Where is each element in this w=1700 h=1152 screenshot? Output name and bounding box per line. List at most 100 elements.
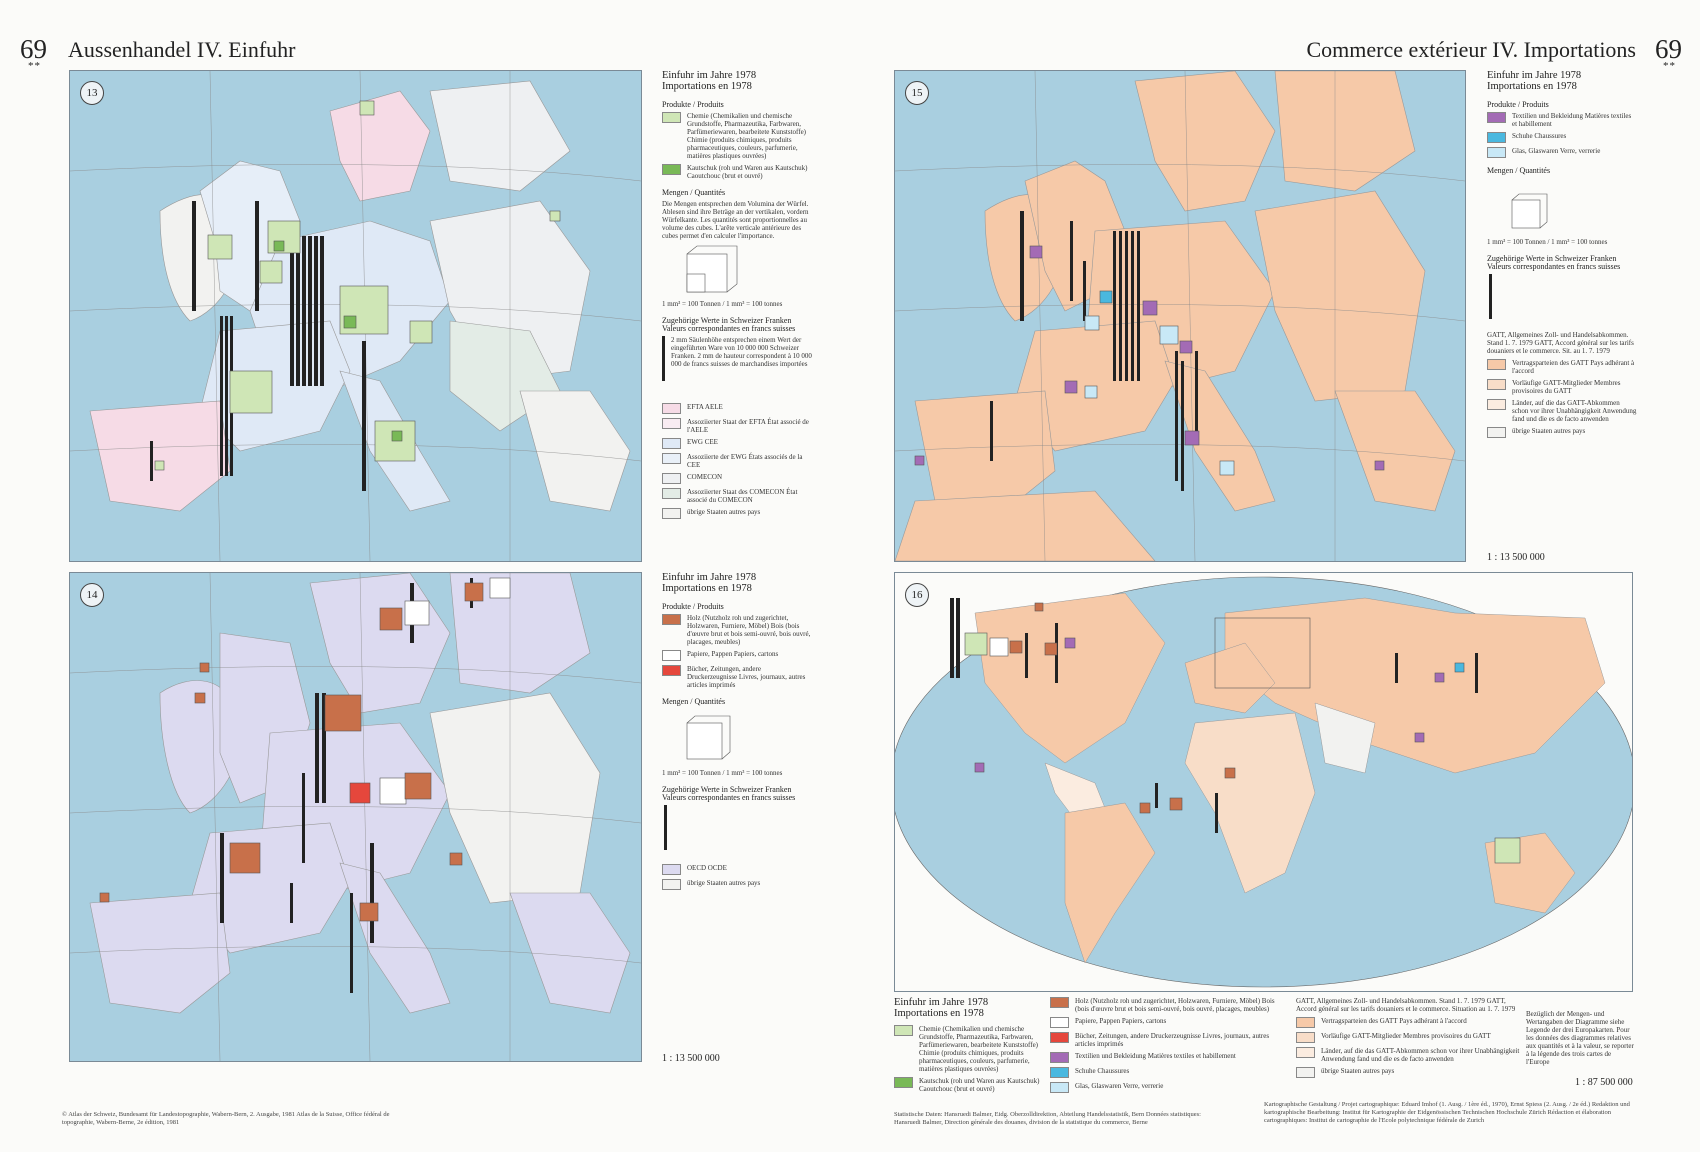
legend-14-title-fr: Importations en 1978 <box>662 583 752 594</box>
legend-15: Einfuhr im Jahre 1978 Importations en 19… <box>1487 70 1637 442</box>
swatch-16-rubber <box>894 1077 913 1088</box>
legend-13-qty-head: Mengen / Quantités <box>662 188 726 197</box>
swatch-16-textiles <box>1050 1052 1069 1063</box>
label-16-gatt: Vertragsparteien des GATT Pays adhérant … <box>1321 1017 1467 1025</box>
legend-14-qty-head: Mengen / Quantités <box>662 697 726 706</box>
right-page-number: 69 <box>1655 34 1682 64</box>
legend-16-group-gatt-defacto: Länder, auf die das GATT-Abkommen schon … <box>1296 1047 1521 1063</box>
right-page-stars: ** <box>1663 60 1676 72</box>
legend-15-cube-figure <box>1511 193 1548 229</box>
legend-16-item-paper: Papiere, Pappen Papiers, cartons <box>1050 1017 1290 1028</box>
swatch-books <box>662 665 681 676</box>
legend-13-group-comecon: COMECON <box>662 473 812 484</box>
swatch-others-14 <box>662 879 681 890</box>
legend-15-qty-head: Mengen / Quantités <box>1487 166 1551 175</box>
swatch-ewg <box>662 438 681 449</box>
scale-left: 1 : 13 500 000 <box>662 1053 720 1064</box>
legend-16-item-books: Bücher, Zeitungen, andere Druckerzeugnis… <box>1050 1032 1290 1048</box>
swatch-rubber <box>662 164 681 175</box>
swatch-16-glass <box>1050 1082 1069 1093</box>
swatch-gatt <box>1487 359 1506 370</box>
legend-13-value-head: Zugehörige Werte in Schweizer Franken Va… <box>662 316 796 333</box>
legend-14-title-de: Einfuhr im Jahre 1978 <box>662 572 757 583</box>
swatch-chemicals <box>662 112 681 123</box>
label-efta: EFTA AELE <box>687 403 723 411</box>
legend-16-item-rubber: Kautschuk (roh und Waren aus Kautschuk) … <box>894 1077 1044 1093</box>
map-16-graphic <box>895 576 1632 988</box>
legend-16-note: Bezüglich der Mengen- und Wertangaben de… <box>1526 1010 1634 1066</box>
map-13-number: 13 <box>80 81 104 105</box>
legend-13-group-comecon-assoc: Assoziierter Staat des COMECON État asso… <box>662 488 812 504</box>
label-wood: Holz (Nutzholz roh und zugerichtet, Holz… <box>687 614 811 646</box>
label-shoes: Schuhe Chaussures <box>1512 132 1567 140</box>
label-gatt: Vertragsparteien des GATT Pays adhérant … <box>1512 359 1635 375</box>
swatch-others-15 <box>1487 427 1506 438</box>
swatch-oecd <box>662 864 681 875</box>
legend-15-products-head: Produkte / Produits <box>1487 100 1549 109</box>
label-16-rubber: Kautschuk (roh und Waren aus Kautschuk) … <box>919 1077 1040 1093</box>
legend-16-gatt-head: GATT, Allgemeines Zoll- und Handelsabkom… <box>1296 997 1516 1013</box>
label-textiles: Textilien und Bekleidung Matières textil… <box>1512 112 1632 128</box>
legend-16-group-gatt-provisional: Vorläufige GATT-Mitglieder Membres provi… <box>1296 1032 1521 1043</box>
legend-15-group-gatt: Vertragsparteien des GATT Pays adhérant … <box>1487 359 1637 375</box>
legend-13-title-de: Einfuhr im Jahre 1978 <box>662 70 757 81</box>
label-comecon: COMECON <box>687 473 723 481</box>
map-14-number: 14 <box>80 583 104 607</box>
legend-13-label-rubber: Kautschuk (roh und Waren aus Kautschuk) … <box>687 164 808 180</box>
swatch-16-paper <box>1050 1017 1069 1028</box>
legend-13-qty-note: 1 mm³ = 100 Tonnen / 1 mm³ = 100 tonnes <box>662 300 783 308</box>
footer-cartography-credit: Kartographische Gestaltung / Projet cart… <box>1264 1101 1630 1124</box>
legend-16-col1: Einfuhr im Jahre 1978 Importations en 19… <box>894 997 1044 1097</box>
footer-copyright: © Atlas der Schweiz, Bundesamt für Lande… <box>62 1111 390 1126</box>
label-gatt-provisional: Vorläufige GATT-Mitglieder Membres provi… <box>1512 379 1621 395</box>
legend-14-value-head: Zugehörige Werte in Schweizer Franken Va… <box>662 785 796 802</box>
legend-13-products-head: Produkte / Produits <box>662 100 724 109</box>
legend-13-group-ewg: EWG CEE <box>662 438 812 449</box>
swatch-efta <box>662 403 681 414</box>
footer-statistics-credit: Statistische Daten: Hansruedi Balmer, Ei… <box>894 1111 1201 1126</box>
swatch-textiles <box>1487 112 1506 123</box>
legend-16-group-others: übrige Staaten autres pays <box>1296 1067 1521 1078</box>
legend-13-group-others: übrige Staaten autres pays <box>662 508 812 519</box>
swatch-16-gatt-provisional <box>1296 1032 1315 1043</box>
map-16-number: 16 <box>905 583 929 607</box>
legend-15-group-gatt-defacto: Länder, auf die das GATT-Abkommen schon … <box>1487 399 1637 423</box>
label-gatt-defacto: Länder, auf die das GATT-Abkommen schon … <box>1512 399 1637 423</box>
swatch-gatt-defacto <box>1487 399 1506 410</box>
legend-14-group-oecd: OECD OCDE <box>662 864 812 875</box>
label-efta-assoc: Assoziierter Staat der EFTA État associé… <box>687 418 809 434</box>
legend-14: Einfuhr im Jahre 1978 Importations en 19… <box>662 572 812 894</box>
left-page-stars: ** <box>28 60 41 72</box>
legend-16-title-de: Einfuhr im Jahre 1978 <box>894 997 989 1008</box>
legend-14-value-column <box>664 805 667 850</box>
legend-14-item-paper: Papiere, Pappen Papiers, cartons <box>662 650 812 661</box>
map-16-world: 16 <box>894 572 1633 992</box>
map-15-number: 15 <box>905 81 929 105</box>
scale-right-bottom: 1 : 87 500 000 <box>1575 1077 1633 1088</box>
legend-13-group-ewg-assoc: Assoziierte der EWG États associés de la… <box>662 453 812 469</box>
label-16-chemicals: Chemie (Chemikalien und chemische Grunds… <box>919 1025 1039 1073</box>
legend-15-item-shoes: Schuhe Chaussures <box>1487 132 1637 143</box>
legend-16-item-chemicals: Chemie (Chemikalien und chemische Grunds… <box>894 1025 1044 1073</box>
legend-16-item-glass: Glas, Glaswaren Verre, verrerie <box>1050 1082 1290 1093</box>
legend-13: Einfuhr im Jahre 1978 Importations en 19… <box>662 70 812 523</box>
legend-14-cube-figure <box>686 715 731 760</box>
label-oecd: OECD OCDE <box>687 864 727 872</box>
label-16-gatt-provisional: Vorläufige GATT-Mitglieder Membres provi… <box>1321 1032 1491 1040</box>
label-16-paper: Papiere, Pappen Papiers, cartons <box>1075 1017 1167 1025</box>
swatch-gatt-provisional <box>1487 379 1506 390</box>
legend-14-products-head: Produkte / Produits <box>662 602 724 611</box>
legend-13-item-rubber: Kautschuk (roh und Waren aus Kautschuk) … <box>662 164 812 180</box>
map-15-europe-textiles: 15 <box>894 70 1466 562</box>
map-13-europe-chemicals: 13 <box>69 70 642 562</box>
legend-16-item-shoes: Schuhe Chaussures <box>1050 1067 1290 1078</box>
swatch-16-wood <box>1050 997 1069 1008</box>
map-14-graphic <box>70 573 641 1061</box>
value-column-sample <box>662 336 665 381</box>
label-16-gatt-defacto: Länder, auf die das GATT-Abkommen schon … <box>1321 1047 1520 1063</box>
map-13-graphic <box>70 71 641 561</box>
map-15-graphic <box>895 71 1465 561</box>
swatch-glass <box>1487 147 1506 158</box>
label-ewg: EWG CEE <box>687 438 718 446</box>
legend-15-item-glass: Glas, Glaswaren Verre, verrerie <box>1487 147 1637 158</box>
